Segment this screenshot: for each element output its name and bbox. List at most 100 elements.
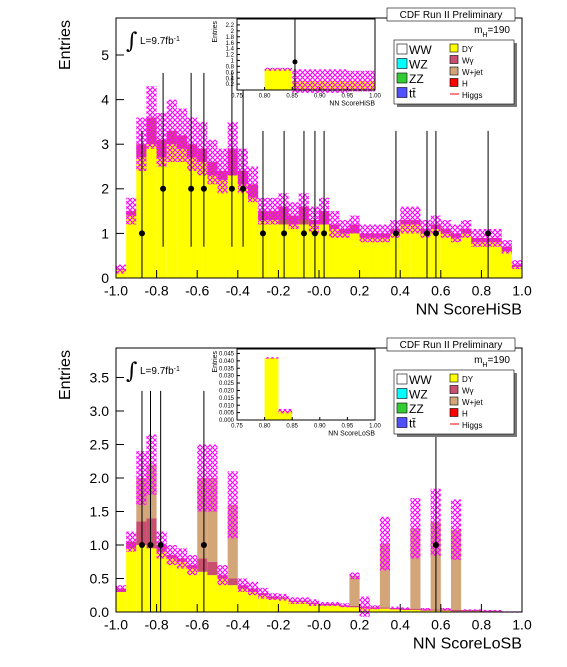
histogram-segment	[308, 603, 319, 612]
y-tick-label: 1.2	[226, 53, 235, 59]
legend-label: Higgs	[462, 421, 482, 430]
plot-border	[236, 348, 376, 421]
histogram-segment	[379, 608, 391, 612]
legend-swatch	[449, 408, 459, 417]
x-tick-label: -0.2	[266, 283, 290, 299]
uncertainty-band	[126, 531, 137, 552]
header: CDF Run II Preliminary	[400, 340, 503, 351]
uncertainty-band	[390, 606, 401, 610]
uncertainty-band	[319, 601, 330, 606]
histogram-segment	[187, 568, 198, 612]
data-point	[200, 185, 207, 192]
histogram-segment	[410, 528, 421, 609]
uncertainty-band	[197, 121, 208, 176]
x-tick-label: -0.4	[226, 283, 250, 299]
uncertainty-band	[247, 581, 259, 596]
label-part: L=9.7fb	[140, 36, 174, 47]
legend-label: W+jet	[462, 398, 483, 407]
histogram-segment	[329, 605, 340, 612]
header-box	[386, 337, 516, 352]
histogram-segment	[227, 578, 238, 586]
uncertainty-band	[461, 609, 472, 611]
legend-label: WZ	[409, 58, 428, 72]
x-tick-label: 1.00	[369, 424, 381, 430]
x-tick-label: 0.80	[259, 94, 271, 100]
histogram-segment	[217, 578, 228, 612]
uncertainty-band	[347, 70, 375, 92]
histogram-segment	[390, 233, 401, 278]
uncertainty-band	[410, 206, 421, 234]
x-tick-label: 0.75	[231, 424, 243, 430]
histogram-segment	[197, 558, 208, 572]
uncertainty-band	[440, 607, 451, 611]
x-tick-label: 0.8	[472, 283, 492, 299]
legend-label: WW	[409, 43, 432, 57]
histogram-segment	[339, 233, 350, 278]
histogram-segment	[369, 608, 380, 612]
legend-label: H	[462, 410, 468, 419]
uncertainty-band	[217, 565, 228, 586]
x-axis-title: NN ScoreHiSB	[416, 300, 522, 318]
x-tick-label: 1.0	[512, 617, 532, 633]
histogram-segment	[207, 175, 218, 278]
y-axis-title: Entries	[56, 350, 74, 400]
histogram-segment	[116, 591, 127, 612]
data-point	[432, 541, 439, 548]
histogram-segment	[410, 609, 421, 612]
histogram-segment	[450, 609, 462, 612]
x-tick-label: 0.90	[314, 94, 326, 100]
legend-swatch	[449, 385, 459, 394]
y-tick-label: 2.5	[90, 436, 110, 452]
y-tick-label: 1	[101, 225, 109, 241]
histogram-segment	[227, 585, 238, 612]
x-axis-title: NN ScoreHiSB	[329, 101, 375, 108]
legend-label: WZ	[409, 388, 428, 402]
y-tick-label: 4	[101, 92, 109, 108]
histogram-segment	[207, 561, 218, 576]
y-tick-label: 0.0	[90, 604, 110, 620]
lumi-symbol: ∫	[126, 29, 138, 54]
uncertainty-band	[471, 228, 482, 247]
y-tick-label: 1.6	[226, 41, 235, 47]
uncertainty-band	[440, 220, 451, 238]
histogram-segment	[136, 544, 147, 612]
data-point	[392, 230, 399, 237]
histogram-segment	[247, 197, 259, 278]
x-tick-label: -0.6	[185, 617, 209, 633]
uncertainty-band	[227, 121, 238, 176]
lumi-label: L=9.7fb-1	[140, 366, 180, 378]
y-tick-label: 1.5	[90, 503, 110, 519]
y-tick-label: 3.5	[90, 369, 110, 385]
uncertainty-band	[268, 197, 279, 225]
uncertainty-band	[379, 224, 391, 243]
uncertainty-band	[146, 434, 157, 495]
uncertainty-band	[237, 578, 248, 592]
uncertainty-band	[491, 228, 502, 247]
histogram-segment	[349, 575, 360, 606]
legend-swatch	[449, 78, 459, 87]
label-part: H	[482, 32, 487, 39]
y-tick-label: 2	[101, 181, 109, 197]
data-point	[200, 541, 207, 548]
histogram-segment	[278, 411, 293, 420]
uncertainty-band	[227, 471, 238, 539]
legend-label: DY	[462, 45, 474, 54]
histogram-segment	[379, 607, 391, 609]
histogram-segment	[207, 575, 218, 612]
data-point	[240, 185, 247, 192]
y-tick-label: 2.2	[226, 23, 235, 29]
histogram-segment	[288, 224, 299, 278]
data-point	[321, 230, 328, 237]
uncertainty-band	[511, 260, 522, 270]
histogram-segment	[126, 215, 137, 278]
uncertainty-band	[136, 117, 147, 171]
legend-label: Higgs	[462, 91, 482, 100]
data-point	[138, 230, 145, 237]
histogram-segment	[146, 144, 157, 278]
uncertainty-band	[166, 544, 177, 566]
legend-label: WW	[409, 373, 432, 387]
histogram-segment	[329, 228, 340, 278]
uncertainty-band	[369, 605, 380, 610]
legend-swatch	[449, 55, 459, 64]
uncertainty-band	[400, 206, 411, 234]
